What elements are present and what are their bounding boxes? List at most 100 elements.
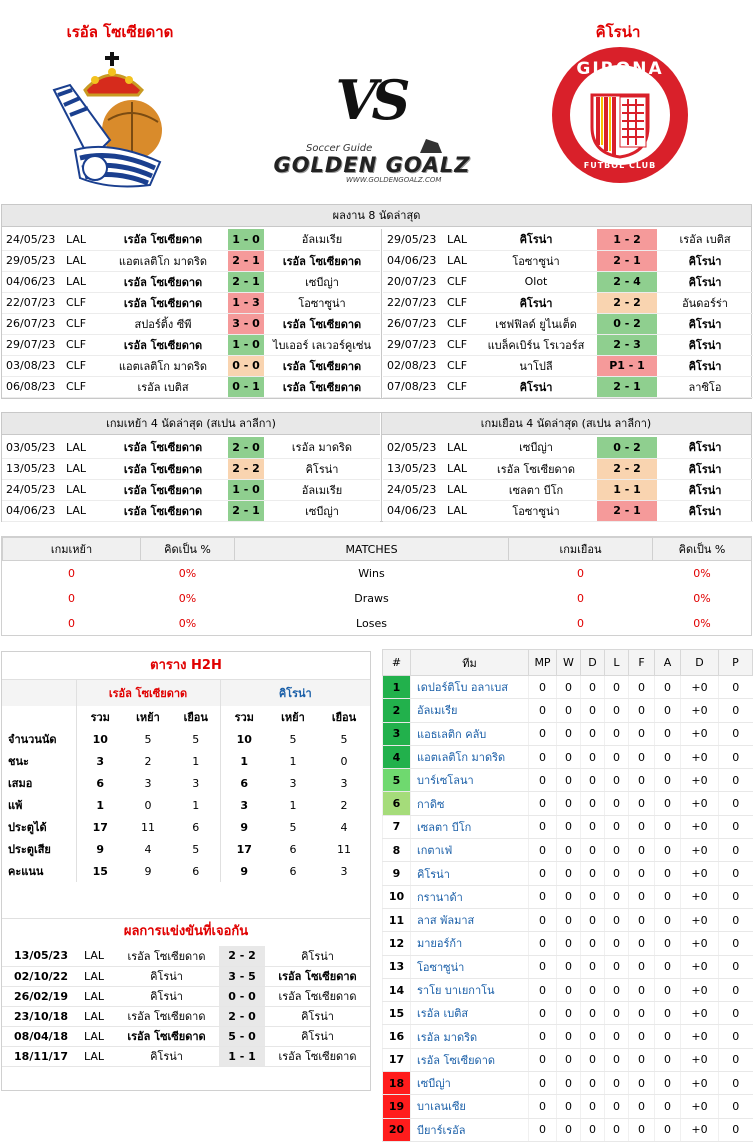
away-team[interactable]: เซบีญ่า — [264, 271, 380, 293]
home-team[interactable]: คิโรน่า — [475, 376, 597, 398]
league-team-link[interactable]: เรอัล เบติส — [410, 1001, 529, 1026]
home-team[interactable]: เรอัล โซเซียดาด — [98, 229, 228, 251]
home-team[interactable]: สปอร์ติ้ง ซีพี — [98, 313, 228, 335]
away-team[interactable]: คิโรน่า — [657, 479, 753, 501]
league-team-link[interactable]: บียาร์เรอัล — [410, 1118, 529, 1142]
away-team[interactable]: เรอัล โซเซียดาด — [264, 250, 380, 272]
league-team-link[interactable]: กรานาด้า — [410, 885, 529, 909]
league-team-link[interactable]: คิโรน่า — [410, 861, 529, 886]
away-team[interactable]: ลาซิโอ — [657, 376, 753, 398]
home-team[interactable]: เรอัล โซเซียดาด — [475, 458, 597, 480]
home-team[interactable]: เรอัล โซเซียดาด — [98, 271, 228, 293]
away-team[interactable]: เรอัล โซเซียดาด — [264, 376, 380, 398]
league-team-link[interactable]: แอธเลติก คลับ — [410, 722, 529, 746]
home-team[interactable]: คิโรน่า — [114, 1046, 219, 1067]
away-team[interactable]: โอซาซูน่า — [264, 292, 380, 314]
league-stat-w: 0 — [556, 955, 581, 979]
home-team[interactable]: เรอัล โซเซียดาด — [98, 458, 228, 480]
away-team[interactable]: ไบเออร์ เลเวอร์คูเซ่น — [264, 334, 380, 356]
league-team-link[interactable]: อัลเมเรีย — [410, 698, 529, 723]
home-team[interactable]: Olot — [475, 271, 597, 293]
home-team[interactable]: คิโรน่า — [475, 229, 597, 251]
h2h-value: 3 — [219, 794, 268, 816]
league-stat-gd: +0 — [680, 815, 719, 840]
away-team[interactable]: อัลเมเรีย — [264, 229, 380, 251]
match-score: 2 - 1 — [597, 376, 657, 398]
home-team[interactable]: เซลตา บีโก — [475, 479, 597, 501]
league-stat-p: 0 — [718, 1024, 753, 1049]
away-team[interactable]: คิโรน่า — [657, 271, 753, 293]
stats-header: เกมเยือน — [508, 537, 653, 561]
h2h-value: 5 — [289, 820, 297, 834]
league-team-link[interactable]: เซบีญ่า — [410, 1071, 529, 1096]
league-team-link[interactable]: เดปอร์ติโบ อลาเบส — [410, 675, 529, 700]
away-team[interactable]: เรอัล โซเซียดาด — [265, 1046, 370, 1067]
away-team[interactable]: คิโรน่า — [265, 946, 370, 967]
away-team[interactable]: คิโรน่า — [657, 313, 753, 335]
league-code: CLF — [60, 313, 98, 335]
away-team[interactable]: เรอัล โซเซียดาด — [264, 313, 380, 335]
home-team[interactable]: แอตเลติโก มาดริด — [98, 250, 228, 272]
match-row: 04/06/23 LAL เรอัล โซเซียดาด 2 - 1 เซบีญ่า — [2, 500, 380, 522]
league-team-link[interactable]: บาเลนเซีย — [410, 1094, 529, 1119]
away-count: 0 — [577, 616, 584, 630]
league-team-link[interactable]: กาดิซ — [410, 791, 529, 816]
away-team[interactable]: คิโรน่า — [657, 458, 753, 480]
away-team[interactable]: คิโรน่า — [657, 355, 753, 377]
away-team[interactable]: เรอัล มาดริด — [264, 437, 380, 459]
home-team[interactable]: นาโปลี — [475, 355, 597, 377]
away-team[interactable]: เซบีญ่า — [264, 500, 380, 522]
away-team[interactable]: คิโรน่า — [657, 437, 753, 459]
away-team[interactable]: คิโรน่า — [265, 1026, 370, 1047]
league-team-link[interactable]: บาร์เซโลนา — [410, 768, 529, 793]
home-team[interactable]: เรอัล โซเซียดาด — [114, 946, 219, 967]
league-team-link[interactable]: มายอร์ก้า — [410, 931, 529, 956]
home-team[interactable]: เรอัล โซเซียดาด — [98, 292, 228, 314]
league-team-link[interactable]: ลาส พัลมาส — [410, 908, 529, 933]
league-team-link[interactable]: เซลตา บีโก — [410, 815, 529, 840]
away-team[interactable]: คิโรน่า — [264, 458, 380, 480]
away-team[interactable]: คิโรน่า — [657, 250, 753, 272]
league-team-link[interactable]: เรอัล โซเซียดาด — [410, 1048, 529, 1073]
league-stat-mp: 0 — [528, 768, 557, 793]
h2h-result-row: 18/11/17 LAL คิโรน่า 1 - 1 เรอัล โซเซียดาด — [2, 1046, 370, 1067]
away-team[interactable]: เรอัล โซเซียดาด — [265, 986, 370, 1007]
home-team[interactable]: โอซาซูน่า — [475, 250, 597, 272]
league-stat-a: 0 — [654, 885, 681, 909]
home-team[interactable]: เรอัล โซเซียดาด — [114, 1006, 219, 1027]
home-team[interactable]: เรอัล โซเซียดาด — [98, 500, 228, 522]
home-team[interactable]: เชฟฟิลด์ ยูไนเต็ด — [475, 313, 597, 335]
away-team[interactable]: เรอัล โซเซียดาด — [265, 966, 370, 987]
home-team[interactable]: เรอัล เบติส — [98, 376, 228, 398]
home-team[interactable]: เซบีญ่า — [475, 437, 597, 459]
league-row: 19 บาเลนเซีย 0 0 0 0 0 0 +0 0 — [382, 1094, 753, 1119]
home-team[interactable]: เรอัล โซเซียดาด — [98, 334, 228, 356]
home-team[interactable]: โอซาซูน่า — [475, 500, 597, 522]
away-team[interactable]: อันดอร์ร่า — [657, 292, 753, 314]
league-team-link[interactable]: โอซาซูน่า — [410, 955, 529, 979]
match-score: 2 - 0 — [228, 437, 264, 459]
home-team[interactable]: คิโรน่า — [114, 986, 219, 1007]
home-team[interactable]: เรอัล โซเซียดาด — [114, 1026, 219, 1047]
league-position: 3 — [382, 722, 411, 746]
away-team[interactable]: อัลเมเรีย — [264, 479, 380, 501]
away-team[interactable]: คิโรน่า — [657, 334, 753, 356]
home-team[interactable]: เรอัล โซเซียดาด — [98, 437, 228, 459]
league-team-link[interactable]: เกตาเฟ่ — [410, 838, 529, 863]
home-team[interactable]: คิโรน่า — [475, 292, 597, 314]
league-team-link[interactable]: แอตเลติโก มาดริด — [410, 745, 529, 770]
home-team[interactable]: คิโรน่า — [114, 966, 219, 987]
away-team[interactable]: เรอัล โซเซียดาด — [264, 355, 380, 377]
home-team[interactable]: เรอัล โซเซียดาด — [98, 479, 228, 501]
league-row: 17 เรอัล โซเซียดาด 0 0 0 0 0 0 +0 0 — [382, 1048, 753, 1073]
home-team[interactable]: แอตเลติโก มาดริด — [98, 355, 228, 377]
h2h-panel: ตาราง H2H เรอัล โซเซียดาด คิโรน่า รวม เหย… — [1, 651, 371, 1091]
league-team-link[interactable]: ราโย บาเยกาโน — [410, 978, 529, 1003]
away-team[interactable]: คิโรน่า — [657, 500, 753, 522]
league-team-link[interactable]: เรอัล มาดริด — [410, 1024, 529, 1049]
h2h-value: 5 — [144, 732, 152, 746]
away-team[interactable]: เรอัล เบติส — [657, 229, 753, 251]
h2h-title: ตาราง H2H — [2, 652, 370, 680]
home-team[interactable]: แบล็คเบิร์น โรเวอร์ส — [475, 334, 597, 356]
away-team[interactable]: คิโรน่า — [265, 1006, 370, 1027]
